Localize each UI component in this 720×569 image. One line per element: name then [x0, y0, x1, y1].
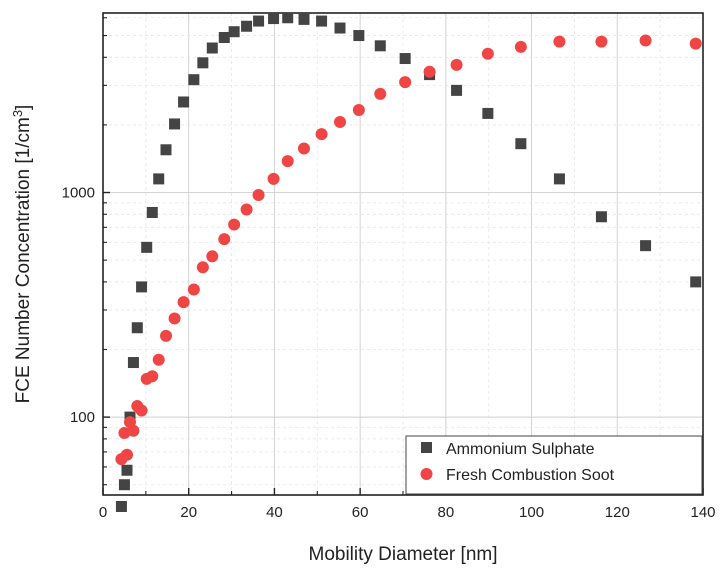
y-tick-label: 100	[70, 409, 95, 426]
data-point-fresh-combustion-soot	[121, 448, 133, 461]
y-axis-title-superscript: 3	[10, 110, 25, 117]
legend-label-fresh-combustion-soot: Fresh Combustion Soot	[446, 467, 615, 484]
data-point-fresh-combustion-soot	[267, 172, 280, 185]
data-point-ammonium-sulphate	[515, 138, 527, 150]
data-point-ammonium-sulphate	[399, 53, 411, 65]
data-point-ammonium-sulphate	[482, 107, 494, 119]
data-point-fresh-combustion-soot	[374, 87, 387, 100]
data-point-ammonium-sulphate	[241, 20, 253, 32]
data-points	[115, 12, 702, 512]
legend-label-ammonium-sulphate: Ammonium Sulphate	[446, 441, 595, 458]
data-point-ammonium-sulphate	[136, 281, 148, 293]
data-point-ammonium-sulphate	[153, 173, 165, 185]
data-point-ammonium-sulphate	[160, 144, 172, 156]
data-point-ammonium-sulphate	[178, 96, 190, 108]
data-point-ammonium-sulphate	[121, 464, 133, 476]
data-point-ammonium-sulphate	[197, 57, 209, 69]
data-point-fresh-combustion-soot	[639, 34, 652, 47]
legend-marker-fresh-combustion-soot	[420, 468, 433, 480]
data-point-fresh-combustion-soot	[423, 65, 436, 78]
x-axis-title: Mobility Diameter [nm]	[309, 544, 498, 565]
y-axis-title-suffix: ]	[13, 105, 34, 110]
data-point-ammonium-sulphate	[451, 84, 463, 96]
data-point-ammonium-sulphate	[595, 211, 607, 223]
y-tick-label: 1000	[62, 185, 95, 202]
y-axis-title-main: FCE Number Concentration [1/cm	[13, 117, 34, 403]
x-tick-label: 140	[690, 504, 715, 521]
data-point-fresh-combustion-soot	[146, 370, 159, 383]
data-point-fresh-combustion-soot	[281, 155, 294, 168]
data-point-fresh-combustion-soot	[196, 261, 209, 274]
data-point-fresh-combustion-soot	[514, 40, 527, 53]
x-tick-label: 60	[352, 504, 369, 521]
series-fresh-combustion-soot	[115, 34, 702, 466]
data-point-fresh-combustion-soot	[252, 188, 265, 201]
data-point-fresh-combustion-soot	[218, 233, 231, 246]
data-point-fresh-combustion-soot	[315, 128, 328, 141]
data-point-ammonium-sulphate	[228, 26, 240, 38]
data-point-fresh-combustion-soot	[450, 58, 463, 71]
data-point-ammonium-sulphate	[268, 13, 280, 25]
data-point-fresh-combustion-soot	[135, 404, 148, 417]
data-point-ammonium-sulphate	[690, 276, 702, 288]
data-point-fresh-combustion-soot	[206, 250, 219, 263]
data-point-ammonium-sulphate	[640, 240, 652, 252]
y-axis-title: FCE Number Concentration [1/cm3]	[10, 105, 34, 404]
x-tick-label: 40	[266, 504, 283, 521]
data-point-fresh-combustion-soot	[689, 37, 702, 50]
data-point-fresh-combustion-soot	[352, 104, 365, 117]
data-point-fresh-combustion-soot	[177, 296, 190, 309]
data-point-ammonium-sulphate	[353, 30, 365, 42]
data-point-fresh-combustion-soot	[152, 353, 165, 366]
data-point-ammonium-sulphate	[141, 241, 153, 253]
axis-ticks: 0 20 40 60 80 100 120 140 100 1000	[62, 17, 716, 521]
data-point-fresh-combustion-soot	[160, 329, 172, 342]
x-tick-label: 120	[605, 504, 630, 521]
data-point-fresh-combustion-soot	[187, 283, 200, 296]
data-point-ammonium-sulphate	[169, 118, 181, 130]
data-point-ammonium-sulphate	[188, 74, 200, 86]
data-point-ammonium-sulphate	[118, 479, 130, 491]
x-tick-label: 0	[99, 504, 107, 521]
data-point-fresh-combustion-soot	[127, 424, 140, 437]
data-point-ammonium-sulphate	[218, 32, 230, 44]
data-point-ammonium-sulphate	[316, 15, 328, 27]
legend-marker-ammonium-sulphate	[421, 442, 432, 453]
data-point-ammonium-sulphate	[298, 13, 310, 25]
data-point-ammonium-sulphate	[206, 42, 218, 54]
data-point-ammonium-sulphate	[282, 12, 294, 24]
data-point-fresh-combustion-soot	[118, 426, 131, 439]
data-point-fresh-combustion-soot	[553, 35, 566, 48]
data-point-ammonium-sulphate	[553, 173, 565, 185]
x-tick-label: 100	[519, 504, 544, 521]
data-point-fresh-combustion-soot	[228, 218, 241, 231]
data-point-fresh-combustion-soot	[240, 203, 253, 216]
data-point-fresh-combustion-soot	[168, 312, 181, 325]
legend: Ammonium Sulphate Fresh Combustion Soot	[405, 435, 703, 495]
data-point-ammonium-sulphate	[374, 40, 386, 52]
data-point-fresh-combustion-soot	[481, 47, 494, 60]
data-point-fresh-combustion-soot	[298, 142, 310, 155]
x-tick-label: 20	[180, 504, 197, 521]
data-point-fresh-combustion-soot	[595, 35, 608, 48]
legend-box	[405, 435, 703, 495]
data-point-ammonium-sulphate	[146, 206, 158, 218]
data-point-ammonium-sulphate	[127, 357, 139, 369]
data-point-ammonium-sulphate	[131, 322, 143, 334]
data-point-ammonium-sulphate	[253, 15, 265, 27]
data-point-ammonium-sulphate	[115, 500, 127, 512]
data-point-fresh-combustion-soot	[399, 76, 412, 89]
data-point-ammonium-sulphate	[334, 22, 346, 34]
x-tick-label: 80	[438, 504, 455, 521]
data-point-fresh-combustion-soot	[334, 116, 346, 129]
series-ammonium-sulphate	[115, 12, 702, 512]
